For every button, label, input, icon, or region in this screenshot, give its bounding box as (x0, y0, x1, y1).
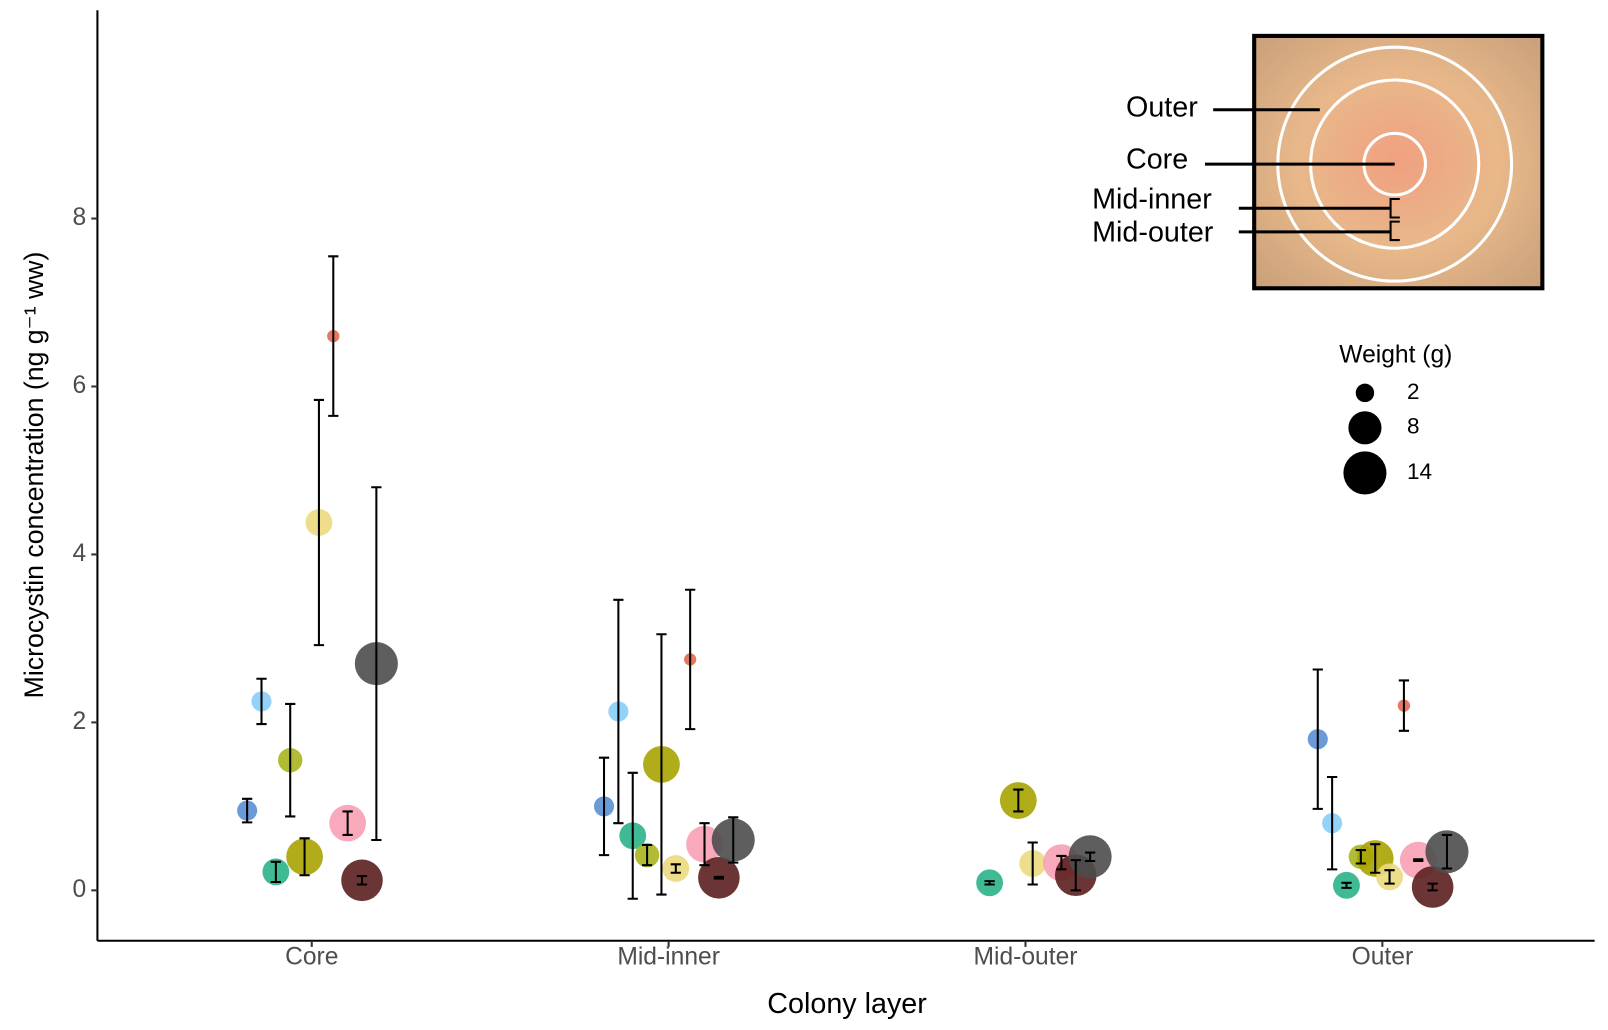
inset: Outer Core Mid-inner Mid-outer (1092, 33, 1545, 291)
x-axis-title: Colony layer (767, 988, 927, 1020)
error-bar (1312, 668, 1323, 810)
error-bar (728, 816, 739, 864)
inset-label: Mid-outer (1092, 216, 1214, 248)
error-bar (1413, 858, 1424, 862)
error-bar (1384, 869, 1395, 885)
error-bar (285, 702, 296, 818)
size-legend-key (1343, 451, 1387, 495)
error-bar (270, 860, 281, 883)
error-bar (1398, 679, 1410, 732)
size-legend-label: 14 (1407, 459, 1432, 484)
inset-label: Outer (1126, 91, 1198, 123)
error-bar (984, 880, 995, 886)
error-bar (598, 756, 610, 857)
error-bar (313, 398, 325, 647)
error-bar (699, 822, 710, 867)
x-tick-label: Mid-inner (617, 944, 720, 971)
size-legend-label: 8 (1407, 414, 1420, 439)
error-bar (256, 677, 267, 726)
error-bar (342, 810, 353, 836)
error-bar (641, 843, 653, 867)
error-bar (356, 875, 368, 886)
size-legend-key (1355, 383, 1375, 403)
error-bar (627, 771, 638, 900)
inset-label: Mid-inner (1092, 184, 1212, 216)
x-tick-label: Mid-outer (974, 944, 1078, 971)
error-bar (685, 588, 696, 731)
inset-photo (1252, 33, 1545, 291)
error-bar (371, 486, 382, 842)
error-bar (1441, 833, 1453, 870)
error-bar (713, 875, 725, 880)
error-bar (1370, 843, 1381, 874)
error-bar (656, 633, 667, 896)
error-bar (328, 255, 339, 417)
error-bar (242, 797, 253, 824)
x-tick-label: Core (285, 944, 338, 971)
error-bar (670, 863, 681, 874)
error-bar (1027, 841, 1038, 886)
bracket (1389, 197, 1400, 242)
error-bar (1427, 882, 1438, 892)
inset-label: Core (1126, 144, 1188, 176)
size-legend-key (1348, 411, 1382, 445)
size-legend-title: Weight (g) (1339, 341, 1452, 368)
error-bar (1084, 851, 1096, 862)
error-bar (1341, 881, 1352, 889)
size-legend-label: 2 (1407, 379, 1420, 404)
x-tick-label: Outer (1352, 944, 1414, 971)
y-tick-label: 8 (72, 204, 86, 231)
y-tick-label: 2 (72, 708, 86, 735)
error-bar (1013, 788, 1024, 813)
y-tick-label: 6 (72, 372, 86, 399)
error-bar (613, 598, 624, 825)
error-bar (299, 837, 310, 877)
error-bar (1056, 854, 1067, 871)
error-bar (1355, 849, 1366, 865)
error-bar (1070, 859, 1081, 892)
y-tick-label: 0 (72, 876, 86, 903)
plot-root: Colony layer Microcystin concentration (… (19, 10, 1595, 1020)
error-bar (1326, 775, 1338, 871)
y-axis-title: Microcystin concentration (ng g⁻¹ ww) (19, 252, 49, 699)
y-tick-label: 4 (72, 540, 86, 567)
